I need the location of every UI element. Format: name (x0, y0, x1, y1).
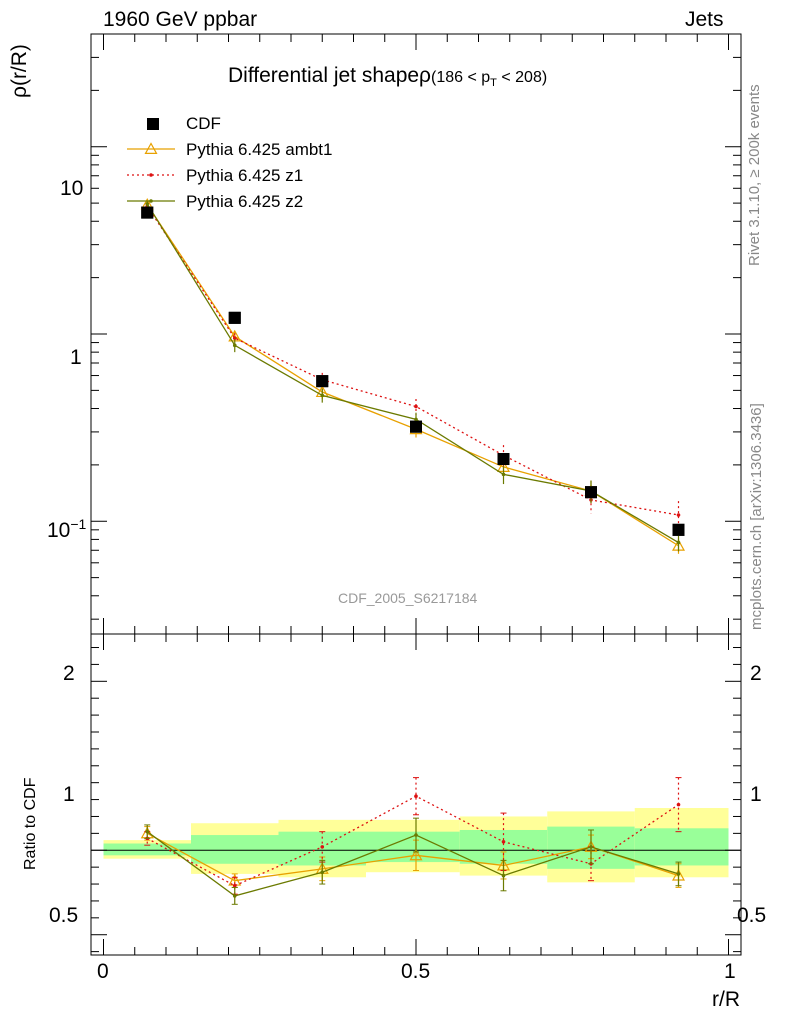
ratio-ytick-label-0.5-right: 0.5 (737, 904, 767, 927)
legend-label-z2: Pythia 6.425 z2 (186, 192, 304, 211)
z1-point-6 (676, 513, 681, 517)
z1-point-1 (232, 336, 237, 340)
ratio-z2-point-4 (501, 873, 506, 878)
main-axes (90, 33, 742, 635)
z2-point-2 (320, 393, 325, 398)
cdf-point-top-4 (497, 453, 510, 466)
z2-point-3 (414, 417, 418, 422)
legend-label-ambt1: Pythia 6.425 ambt1 (186, 140, 333, 159)
main-series (140, 198, 686, 554)
ratio-z1-point-4 (501, 840, 506, 844)
cdf-point-top-0 (141, 206, 154, 219)
ytick-label-10: 10 (60, 177, 84, 200)
legend-label-cdf: CDF (186, 114, 221, 133)
ratio-z2-point-3 (414, 833, 418, 837)
legend-marks (127, 118, 175, 203)
title-sub-end: < 208) (496, 69, 548, 86)
ratio-band-inner-0 (103, 843, 191, 856)
cdf-point-top-5 (585, 486, 597, 499)
plot-title: Differential jet shapeρ(186 < pT < 208) (228, 64, 547, 89)
title-sub: (186 < pT < 208) (431, 69, 548, 90)
z2-point-6 (676, 540, 681, 545)
ratio-ambt1-point-3 (409, 848, 423, 861)
cdf-point-top-1 (228, 311, 241, 324)
ratio-z2-point-2 (320, 870, 325, 875)
ratio-band-inner-6 (634, 828, 729, 866)
ratio-z1-point-2 (320, 845, 325, 849)
z2-point-1 (232, 343, 237, 348)
legend-marker-z1 (149, 173, 153, 177)
ratio-z2-point-6 (676, 872, 681, 876)
z2-point-0 (145, 202, 150, 206)
ratio-z1-point-3 (414, 794, 418, 798)
ratio-ytick-label-1: 1 (63, 783, 75, 806)
series-line-1 (146, 204, 679, 547)
cdf-point-top-6 (672, 523, 685, 536)
analysis-label: CDF_2005_S6217184 (338, 590, 478, 606)
ratio-z2-point-0 (145, 829, 150, 834)
process-label: Jets (685, 8, 724, 31)
z1-point-3 (414, 404, 418, 409)
ratio-band-inner-1 (191, 835, 279, 864)
x-axis-title: r/R (712, 988, 740, 1011)
xtick-label-0: 0 (97, 960, 109, 983)
ratio-z1-point-1 (232, 883, 237, 888)
ytick-label-1: 1 (70, 346, 82, 369)
ratio-z2-point-5 (589, 845, 593, 849)
ratio-series (140, 777, 686, 905)
energy-label: 1960 GeV ppbar (103, 8, 258, 31)
ratio-ytick-label-2: 2 (63, 662, 75, 685)
legend-label-z1: Pythia 6.425 z1 (186, 166, 304, 185)
xtick-label-1: 1 (724, 960, 736, 983)
ratio-axes (90, 633, 742, 956)
xtick-label-0.5: 0.5 (401, 960, 431, 983)
title-sub-start: (186 < p (431, 69, 491, 86)
legend-marker-ambt1 (144, 142, 158, 154)
ratio-z2-point-1 (232, 894, 237, 898)
title-main: Differential jet shapeρ (228, 64, 432, 87)
series-line-3 (146, 203, 679, 544)
ratio-ytick-label-0.5: 0.5 (49, 904, 79, 927)
ratio-z1-point-6 (676, 802, 681, 807)
ytick-label-0.1-exp: −1 (70, 516, 87, 532)
legend-cdf-marker (147, 118, 159, 130)
cdf-point-top-3 (410, 420, 422, 433)
ytick-label-0.1: 10−1 (47, 516, 86, 543)
main-frame (90, 33, 742, 635)
ratio-ytick-label-1-right: 1 (750, 783, 762, 806)
title-sub-index: T (490, 77, 497, 90)
series-line-2 (146, 206, 679, 516)
ratio-ytick-label-2-right: 2 (750, 662, 762, 685)
cdf-point-top-2 (316, 375, 329, 388)
ytick-label-0.1-base: 10 (47, 519, 71, 542)
legend-marker-z2 (149, 199, 153, 203)
z2-point-4 (501, 472, 506, 477)
